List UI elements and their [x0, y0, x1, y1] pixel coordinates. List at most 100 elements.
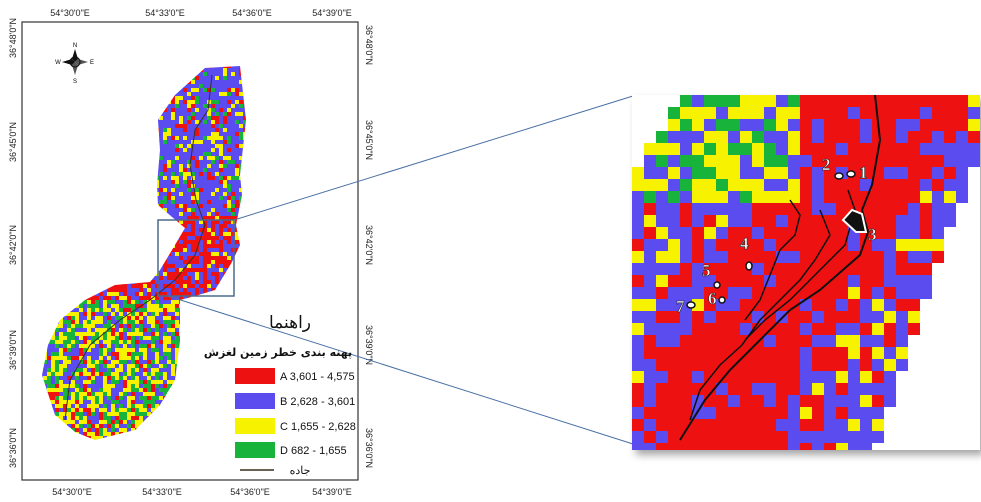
- raster-cell: [227, 76, 232, 81]
- raster-cell: [175, 104, 180, 109]
- raster-cell: [43, 364, 48, 369]
- raster-cell: [231, 124, 236, 129]
- raster-cell: [55, 376, 60, 381]
- raster-cell: [175, 308, 180, 313]
- raster-cell: [107, 296, 112, 301]
- raster-cell: [123, 372, 128, 377]
- raster-cell: [155, 360, 160, 365]
- raster-cell: [235, 184, 240, 189]
- raster-cell: [191, 196, 196, 201]
- raster-cell: [55, 324, 60, 329]
- raster-cell: [207, 220, 212, 225]
- raster-cell: [115, 412, 120, 417]
- raster-cell: [191, 264, 196, 269]
- raster-cell: [123, 332, 128, 337]
- raster-cell: [175, 272, 180, 277]
- raster-cell: [183, 252, 188, 257]
- raster-cell: [215, 276, 220, 281]
- raster-cell: [227, 68, 232, 73]
- raster-cell: [227, 80, 232, 85]
- raster-cell: [59, 352, 64, 357]
- raster-cell: [63, 352, 68, 357]
- raster-cell: [227, 132, 232, 137]
- raster-cell: [179, 220, 184, 225]
- raster-cell: [187, 184, 192, 189]
- raster-cell: [159, 300, 164, 305]
- raster-cell: [147, 284, 152, 289]
- raster-cell: [63, 324, 68, 329]
- raster-cell: [59, 408, 64, 413]
- raster-cell: [107, 396, 112, 401]
- raster-cell: [175, 252, 180, 257]
- raster-cell: [187, 256, 192, 261]
- raster-cell: [187, 272, 192, 277]
- raster-cell: [223, 112, 228, 117]
- raster-cell: [115, 348, 120, 353]
- raster-cell: [187, 108, 192, 113]
- raster-cell: [111, 332, 116, 337]
- raster-cell: [223, 220, 228, 225]
- raster-cell: [155, 388, 160, 393]
- raster-cell: [167, 284, 172, 289]
- raster-cell: [203, 192, 208, 197]
- raster-cell: [163, 272, 168, 277]
- raster-cell: [203, 172, 208, 177]
- raster-cell: [219, 88, 224, 93]
- raster-cell: [95, 412, 100, 417]
- raster-cell: [147, 368, 152, 373]
- raster-cell: [127, 376, 132, 381]
- raster-cell: [203, 200, 208, 205]
- raster-cell: [187, 244, 192, 249]
- raster-cell: [191, 108, 196, 113]
- raster-cell: [115, 408, 120, 413]
- raster-cell: [115, 356, 120, 361]
- raster-cell: [147, 396, 152, 401]
- raster-cell: [183, 140, 188, 145]
- raster-cell: [239, 100, 244, 105]
- raster-cell: [211, 156, 216, 161]
- raster-cell: [103, 308, 108, 313]
- raster-cell: [139, 372, 144, 377]
- raster-cell: [163, 380, 168, 385]
- raster-cell: [119, 396, 124, 401]
- raster-cell: [151, 304, 156, 309]
- raster-cell: [63, 344, 68, 349]
- raster-cell: [171, 160, 176, 165]
- raster-cell: [231, 204, 236, 209]
- raster-cell: [219, 80, 224, 85]
- raster-cell: [87, 300, 92, 305]
- raster-cell: [151, 332, 156, 337]
- raster-cell: [227, 228, 232, 233]
- raster-cell: [207, 240, 212, 245]
- raster-cell: [155, 400, 160, 405]
- raster-cell: [111, 304, 116, 309]
- raster-cell: [183, 100, 188, 105]
- raster-cell: [159, 140, 164, 145]
- raster-cell: [143, 364, 148, 369]
- raster-cell: [87, 380, 92, 385]
- raster-cell: [239, 196, 244, 201]
- raster-cell: [107, 320, 112, 325]
- raster-cell: [211, 176, 216, 181]
- raster-cell: [139, 364, 144, 369]
- raster-cell: [179, 188, 184, 193]
- raster-cell: [91, 364, 96, 369]
- raster-cell: [215, 180, 220, 185]
- raster-cell: [115, 336, 120, 341]
- raster-cell: [171, 364, 176, 369]
- raster-cell: [111, 420, 116, 425]
- raster-cell: [71, 388, 76, 393]
- raster-cell: [111, 424, 116, 429]
- raster-cell: [67, 352, 72, 357]
- raster-cell: [103, 400, 108, 405]
- raster-cell: [167, 132, 172, 137]
- raster-cell: [151, 392, 156, 397]
- raster-cell: [171, 104, 176, 109]
- raster-cell: [211, 228, 216, 233]
- raster-cell: [195, 228, 200, 233]
- raster-cell: [223, 132, 228, 137]
- raster-cell: [95, 316, 100, 321]
- raster-cell: [107, 424, 112, 429]
- raster-cell: [183, 84, 188, 89]
- raster-cell: [139, 352, 144, 357]
